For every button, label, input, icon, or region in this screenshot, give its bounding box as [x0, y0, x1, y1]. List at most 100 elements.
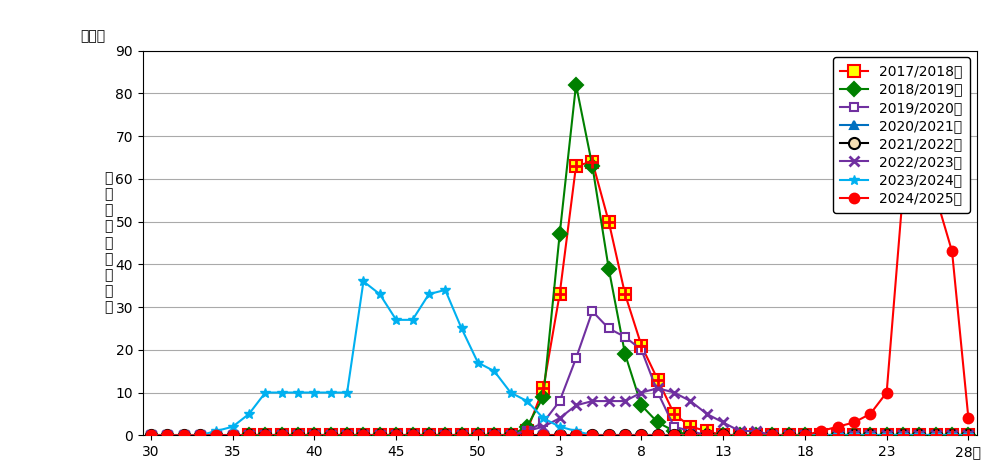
- 2017/2018年: [668, 411, 680, 417]
- 2018/2019年: [734, 432, 746, 438]
- Line: 2022/2023年: 2022/2023年: [146, 383, 973, 440]
- 2018/2019年: [848, 432, 860, 438]
- 2019/2020年: [816, 432, 828, 438]
- 2019/2020年: [276, 432, 288, 438]
- 2017/2018年: [259, 432, 271, 438]
- 2019/2020年: [570, 356, 582, 361]
- 2018/2019年: [440, 432, 452, 438]
- 2020/2021年: [407, 432, 419, 438]
- 2017/2018年: [553, 292, 565, 297]
- 2022/2023年: [701, 411, 713, 417]
- 2018/2019年: [685, 432, 697, 438]
- 2019/2020年: [259, 432, 271, 438]
- 2017/2018年: [276, 432, 288, 438]
- 2020/2021年: [440, 432, 452, 438]
- 2018/2019年: [456, 432, 468, 438]
- 2017/2018年: [243, 432, 255, 438]
- 2018/2019年: [472, 432, 484, 438]
- 2022/2023年: [750, 428, 762, 434]
- 2024/2025年: [685, 432, 697, 438]
- 2017/2018年: [292, 432, 304, 438]
- 2020/2021年: [668, 432, 680, 438]
- 2017/2018年: [341, 432, 353, 438]
- 2017/2018年: [325, 432, 337, 438]
- 2024/2025年: [390, 432, 402, 438]
- 2020/2021年: [390, 432, 402, 438]
- 2020/2021年: [635, 432, 647, 438]
- 2022/2023年: [390, 432, 402, 438]
- 2020/2021年: [521, 432, 533, 438]
- 2017/2018年: [308, 432, 320, 438]
- 2020/2021年: [734, 432, 746, 438]
- 2018/2019年: [570, 82, 582, 88]
- 2021/2022年: [145, 432, 157, 438]
- 2017/2018年: [717, 432, 729, 438]
- 2018/2019年: [783, 432, 795, 438]
- 2020/2021年: [537, 432, 549, 438]
- 2019/2020年: [750, 432, 762, 438]
- 2023/2024年: [407, 317, 419, 323]
- 2017/2018年: [586, 159, 598, 164]
- 2018/2019年: [652, 419, 664, 425]
- 2018/2019年: [635, 402, 647, 408]
- 2019/2020年: [390, 432, 402, 438]
- 2017/2018年: [783, 432, 795, 438]
- Y-axis label: 定
点
あ
た
り
の
報
告
数: 定 点 あ た り の 報 告 数: [105, 171, 113, 315]
- 2019/2020年: [668, 424, 680, 429]
- 2018/2019年: [325, 432, 337, 438]
- 2023/2024年: [962, 432, 974, 438]
- 2017/2018年: [767, 432, 779, 438]
- 2018/2019年: [750, 432, 762, 438]
- 2021/2022年: [390, 432, 402, 438]
- 2020/2021年: [603, 432, 615, 438]
- 2022/2023年: [145, 432, 157, 438]
- 2019/2020年: [701, 432, 713, 438]
- 2018/2019年: [504, 432, 516, 438]
- 2018/2019年: [553, 231, 565, 237]
- 2024/2025年: [145, 432, 157, 438]
- 2018/2019年: [308, 432, 320, 438]
- 2019/2020年: [619, 334, 631, 340]
- 2018/2019年: [701, 432, 713, 438]
- 2017/2018年: [930, 432, 942, 438]
- 2017/2018年: [962, 432, 974, 438]
- 2017/2018年: [374, 432, 386, 438]
- Line: 2023/2024年: 2023/2024年: [146, 276, 973, 440]
- 2017/2018年: [407, 432, 419, 438]
- 2020/2021年: [750, 432, 762, 438]
- 2024/2025年: [325, 432, 337, 438]
- 2021/2022年: [325, 432, 337, 438]
- 2023/2024年: [701, 432, 713, 438]
- 2018/2019年: [962, 432, 974, 438]
- 2020/2021年: [783, 432, 795, 438]
- 2020/2021年: [243, 432, 255, 438]
- 2018/2019年: [864, 432, 876, 438]
- 2020/2021年: [816, 432, 828, 438]
- 2019/2020年: [717, 432, 729, 438]
- 2019/2020年: [946, 432, 958, 438]
- 2018/2019年: [407, 432, 419, 438]
- 2023/2024年: [946, 432, 958, 438]
- 2017/2018年: [685, 424, 697, 429]
- 2017/2018年: [456, 432, 468, 438]
- 2023/2024年: [145, 432, 157, 438]
- Line: 2020/2021年: 2020/2021年: [245, 431, 972, 439]
- 2017/2018年: [537, 385, 549, 391]
- 2017/2018年: [864, 432, 876, 438]
- Line: 2018/2019年: 2018/2019年: [244, 80, 973, 440]
- 2020/2021年: [423, 432, 435, 438]
- 2019/2020年: [341, 432, 353, 438]
- 2019/2020年: [586, 309, 598, 314]
- 2020/2021年: [946, 432, 958, 438]
- 2018/2019年: [537, 394, 549, 400]
- 2018/2019年: [423, 432, 435, 438]
- 2024/2025年: [734, 432, 746, 438]
- 2024/2025年: [913, 78, 925, 83]
- 2020/2021年: [831, 432, 843, 438]
- 2018/2019年: [799, 432, 811, 438]
- 2019/2020年: [537, 419, 549, 425]
- 2017/2018年: [946, 432, 958, 438]
- 2022/2023年: [407, 432, 419, 438]
- 2018/2019年: [390, 432, 402, 438]
- 2019/2020年: [440, 432, 452, 438]
